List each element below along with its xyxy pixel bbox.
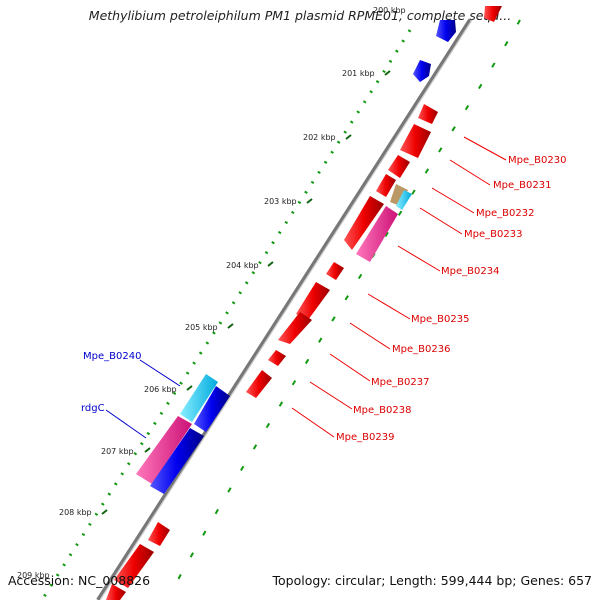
- tick-201kbp: 201 kbp: [342, 69, 375, 78]
- gene-cyan-b0240[interactable]: [180, 374, 218, 422]
- tick-208kbp: 208 kbp: [59, 508, 92, 517]
- tick-labels: 200 kbp 201 kbp 202 kbp 203 kbp 204 kbp …: [17, 6, 406, 580]
- tick-202kbp: 202 kbp: [303, 133, 336, 142]
- gene-mpe-b0231: [400, 124, 431, 158]
- label-mpe-b0236[interactable]: Mpe_B0236: [392, 344, 450, 355]
- gene-top-red: [484, 6, 502, 22]
- gene-mpe-b0236: [296, 282, 330, 320]
- label-mpe-b0235[interactable]: Mpe_B0235: [411, 314, 469, 325]
- gene-mpe-b0235: [326, 262, 344, 280]
- gene-red-small: [376, 174, 396, 197]
- label-rdgc[interactable]: rdgC: [81, 403, 105, 414]
- gene-mpe-b0237: [278, 312, 312, 344]
- gene-pink-rdgc[interactable]: [136, 416, 192, 484]
- gene-red-bottom-1: [148, 522, 170, 546]
- right-leader-lines: [291, 136, 507, 438]
- gene-blue-inner-2[interactable]: [150, 428, 204, 494]
- tick-207kbp: 207 kbp: [101, 447, 134, 456]
- label-mpe-b0231[interactable]: Mpe_B0231: [493, 180, 551, 191]
- label-mpe-b0240[interactable]: Mpe_B0240: [83, 351, 141, 362]
- gene-mpe-b0238: [268, 350, 286, 366]
- tick-203kbp: 203 kbp: [264, 197, 297, 206]
- label-mpe-b0232[interactable]: Mpe_B0232: [476, 208, 534, 219]
- tick-200kbp: 200 kbp: [373, 6, 406, 15]
- accession-text: Accession: NC_008826: [8, 573, 151, 588]
- label-mpe-b0234[interactable]: Mpe_B0234: [441, 266, 499, 277]
- tick-205kbp: 205 kbp: [185, 323, 218, 332]
- red-gene-track[interactable]: [106, 6, 502, 600]
- gene-blue-inner-1[interactable]: [194, 386, 230, 432]
- backbone-highlight: [99, 19, 473, 600]
- gene-pink-b0234[interactable]: [356, 206, 398, 262]
- left-gene-labels: Mpe_B0240 rdgC: [81, 351, 141, 414]
- label-mpe-b0239[interactable]: Mpe_B0239: [336, 432, 394, 443]
- label-mpe-b0237[interactable]: Mpe_B0237: [371, 377, 429, 388]
- gene-mpe-b0239: [246, 370, 272, 398]
- gene-blue-201[interactable]: [413, 60, 431, 82]
- tick-209kbp: 209 kbp: [17, 571, 50, 580]
- gene-mpe-b0230: [418, 104, 438, 124]
- right-gene-labels: Mpe_B0230 Mpe_B0231 Mpe_B0232 Mpe_B0233 …: [336, 155, 566, 443]
- gene-red-long: [344, 196, 384, 250]
- tick-206kbp: 206 kbp: [144, 385, 177, 394]
- label-mpe-b0230[interactable]: Mpe_B0230: [508, 155, 566, 166]
- topology-summary: Topology: circular; Length: 599,444 bp; …: [272, 573, 593, 588]
- gene-tan-feature[interactable]: [390, 184, 408, 206]
- gene-mpe-b0232: [388, 155, 410, 178]
- left-leader-lines: [105, 359, 181, 439]
- gene-cyan-feature[interactable]: [396, 190, 412, 210]
- label-mpe-b0233[interactable]: Mpe_B0233: [464, 229, 522, 240]
- backbone-circle: [96, 18, 472, 600]
- gene-red-bottom-3: [106, 584, 126, 600]
- outer-dotted-track: [40, 29, 412, 600]
- gene-blue-top-1[interactable]: [436, 20, 456, 42]
- tick-marks: [101, 70, 391, 515]
- inner-dashed-track: [174, 19, 521, 586]
- map-title: Methylibium petroleiphilum PM1 plasmid R…: [88, 8, 512, 23]
- gene-red-bottom-2: [114, 544, 154, 588]
- tick-204kbp: 204 kbp: [226, 261, 259, 270]
- label-mpe-b0238[interactable]: Mpe_B0238: [353, 405, 411, 416]
